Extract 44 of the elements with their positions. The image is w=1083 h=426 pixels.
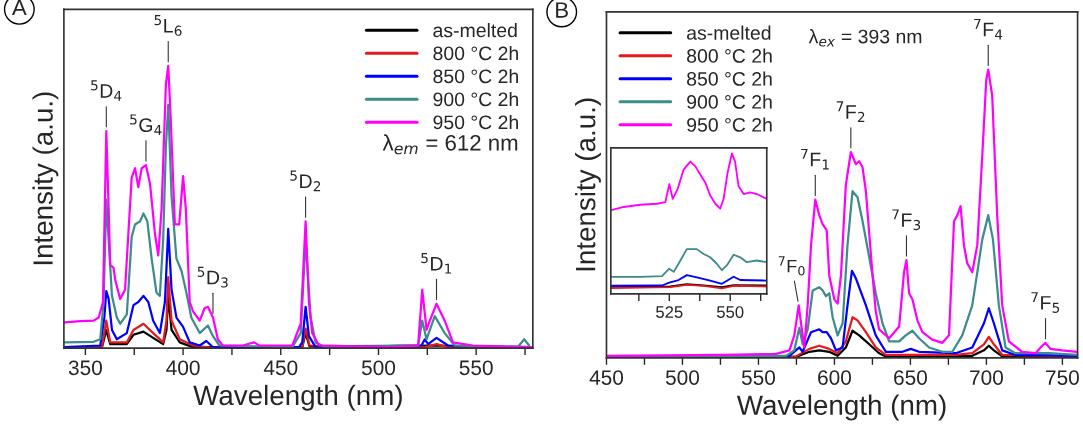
annotation: $^{5}$D$_{2}$ bbox=[290, 170, 321, 192]
annotation: λ$_{em}$ = 612 nm bbox=[382, 134, 518, 155]
x-axis-title: Wavelength (nm) bbox=[736, 394, 946, 421]
annotation: $^{5}$L$_{6}$ bbox=[154, 15, 182, 36]
annotation: $^{7}$F$_{3}$ bbox=[892, 209, 921, 231]
annotation: $^{7}$F$_{5}$ bbox=[1031, 292, 1060, 313]
y-axis-title: Intensity (a.u.) bbox=[575, 98, 601, 271]
annotation: $^{7}$F$_{0}$ bbox=[778, 256, 805, 276]
annotation: $^{5}$D$_{1}$ bbox=[421, 253, 452, 274]
x-tick-label: 600 bbox=[818, 370, 851, 385]
x-tick-label: 650 bbox=[894, 370, 927, 385]
x-tick-label: 550 bbox=[741, 370, 776, 385]
legend-label: 900 °C 2h bbox=[433, 91, 518, 107]
x-tick-label: 750 bbox=[1046, 370, 1079, 385]
annotation: $^{5}$D$_{4}$ bbox=[91, 80, 122, 101]
annotation: $^{7}$F$_{2}$ bbox=[836, 101, 865, 122]
x-tick-label: 550 bbox=[459, 360, 493, 376]
x-tick-label: 400 bbox=[166, 360, 200, 376]
x-tick-label: 500 bbox=[361, 360, 396, 376]
text: λ$_{ex}$ = 393 nm bbox=[808, 29, 922, 47]
legend-label: as-melted bbox=[433, 22, 517, 38]
x-tick-label: 550 bbox=[716, 306, 744, 318]
x-tick-label: 450 bbox=[263, 360, 298, 376]
legend-label: 800 °C 2h bbox=[687, 48, 772, 63]
legend-label: 850 °C 2h bbox=[433, 68, 518, 84]
x-tick-label: 350 bbox=[68, 360, 102, 376]
legend-label: 950 °C 2h bbox=[433, 114, 518, 130]
annotation: $^{7}$F$_{1}$ bbox=[801, 148, 829, 170]
legend-label: as-melted bbox=[687, 25, 771, 40]
x-tick-label: 525 bbox=[656, 306, 683, 318]
legend-label: 950 °C 2h bbox=[687, 117, 772, 132]
x-tick-label: 700 bbox=[970, 370, 1003, 385]
x-tick-label: 500 bbox=[665, 370, 700, 385]
annotation: $^{7}$F$_{4}$ bbox=[974, 18, 1003, 40]
annotation: $^{5}$G$_{4}$ bbox=[130, 114, 162, 136]
legend-label: 850 °C 2h bbox=[687, 71, 772, 86]
x-tick-label: 450 bbox=[589, 370, 624, 385]
chart-title: A bbox=[11, 0, 27, 16]
annotation: $^{5}$D$_{3}$ bbox=[197, 266, 228, 288]
chart-title: B bbox=[556, 2, 568, 18]
legend-label: 900 °C 2h bbox=[687, 94, 772, 109]
legend-label: 800 °C 2h bbox=[433, 45, 518, 61]
x-axis-title: Wavelength (nm) bbox=[193, 384, 402, 411]
y-axis-title: Intensity (a.u.) bbox=[32, 92, 59, 265]
